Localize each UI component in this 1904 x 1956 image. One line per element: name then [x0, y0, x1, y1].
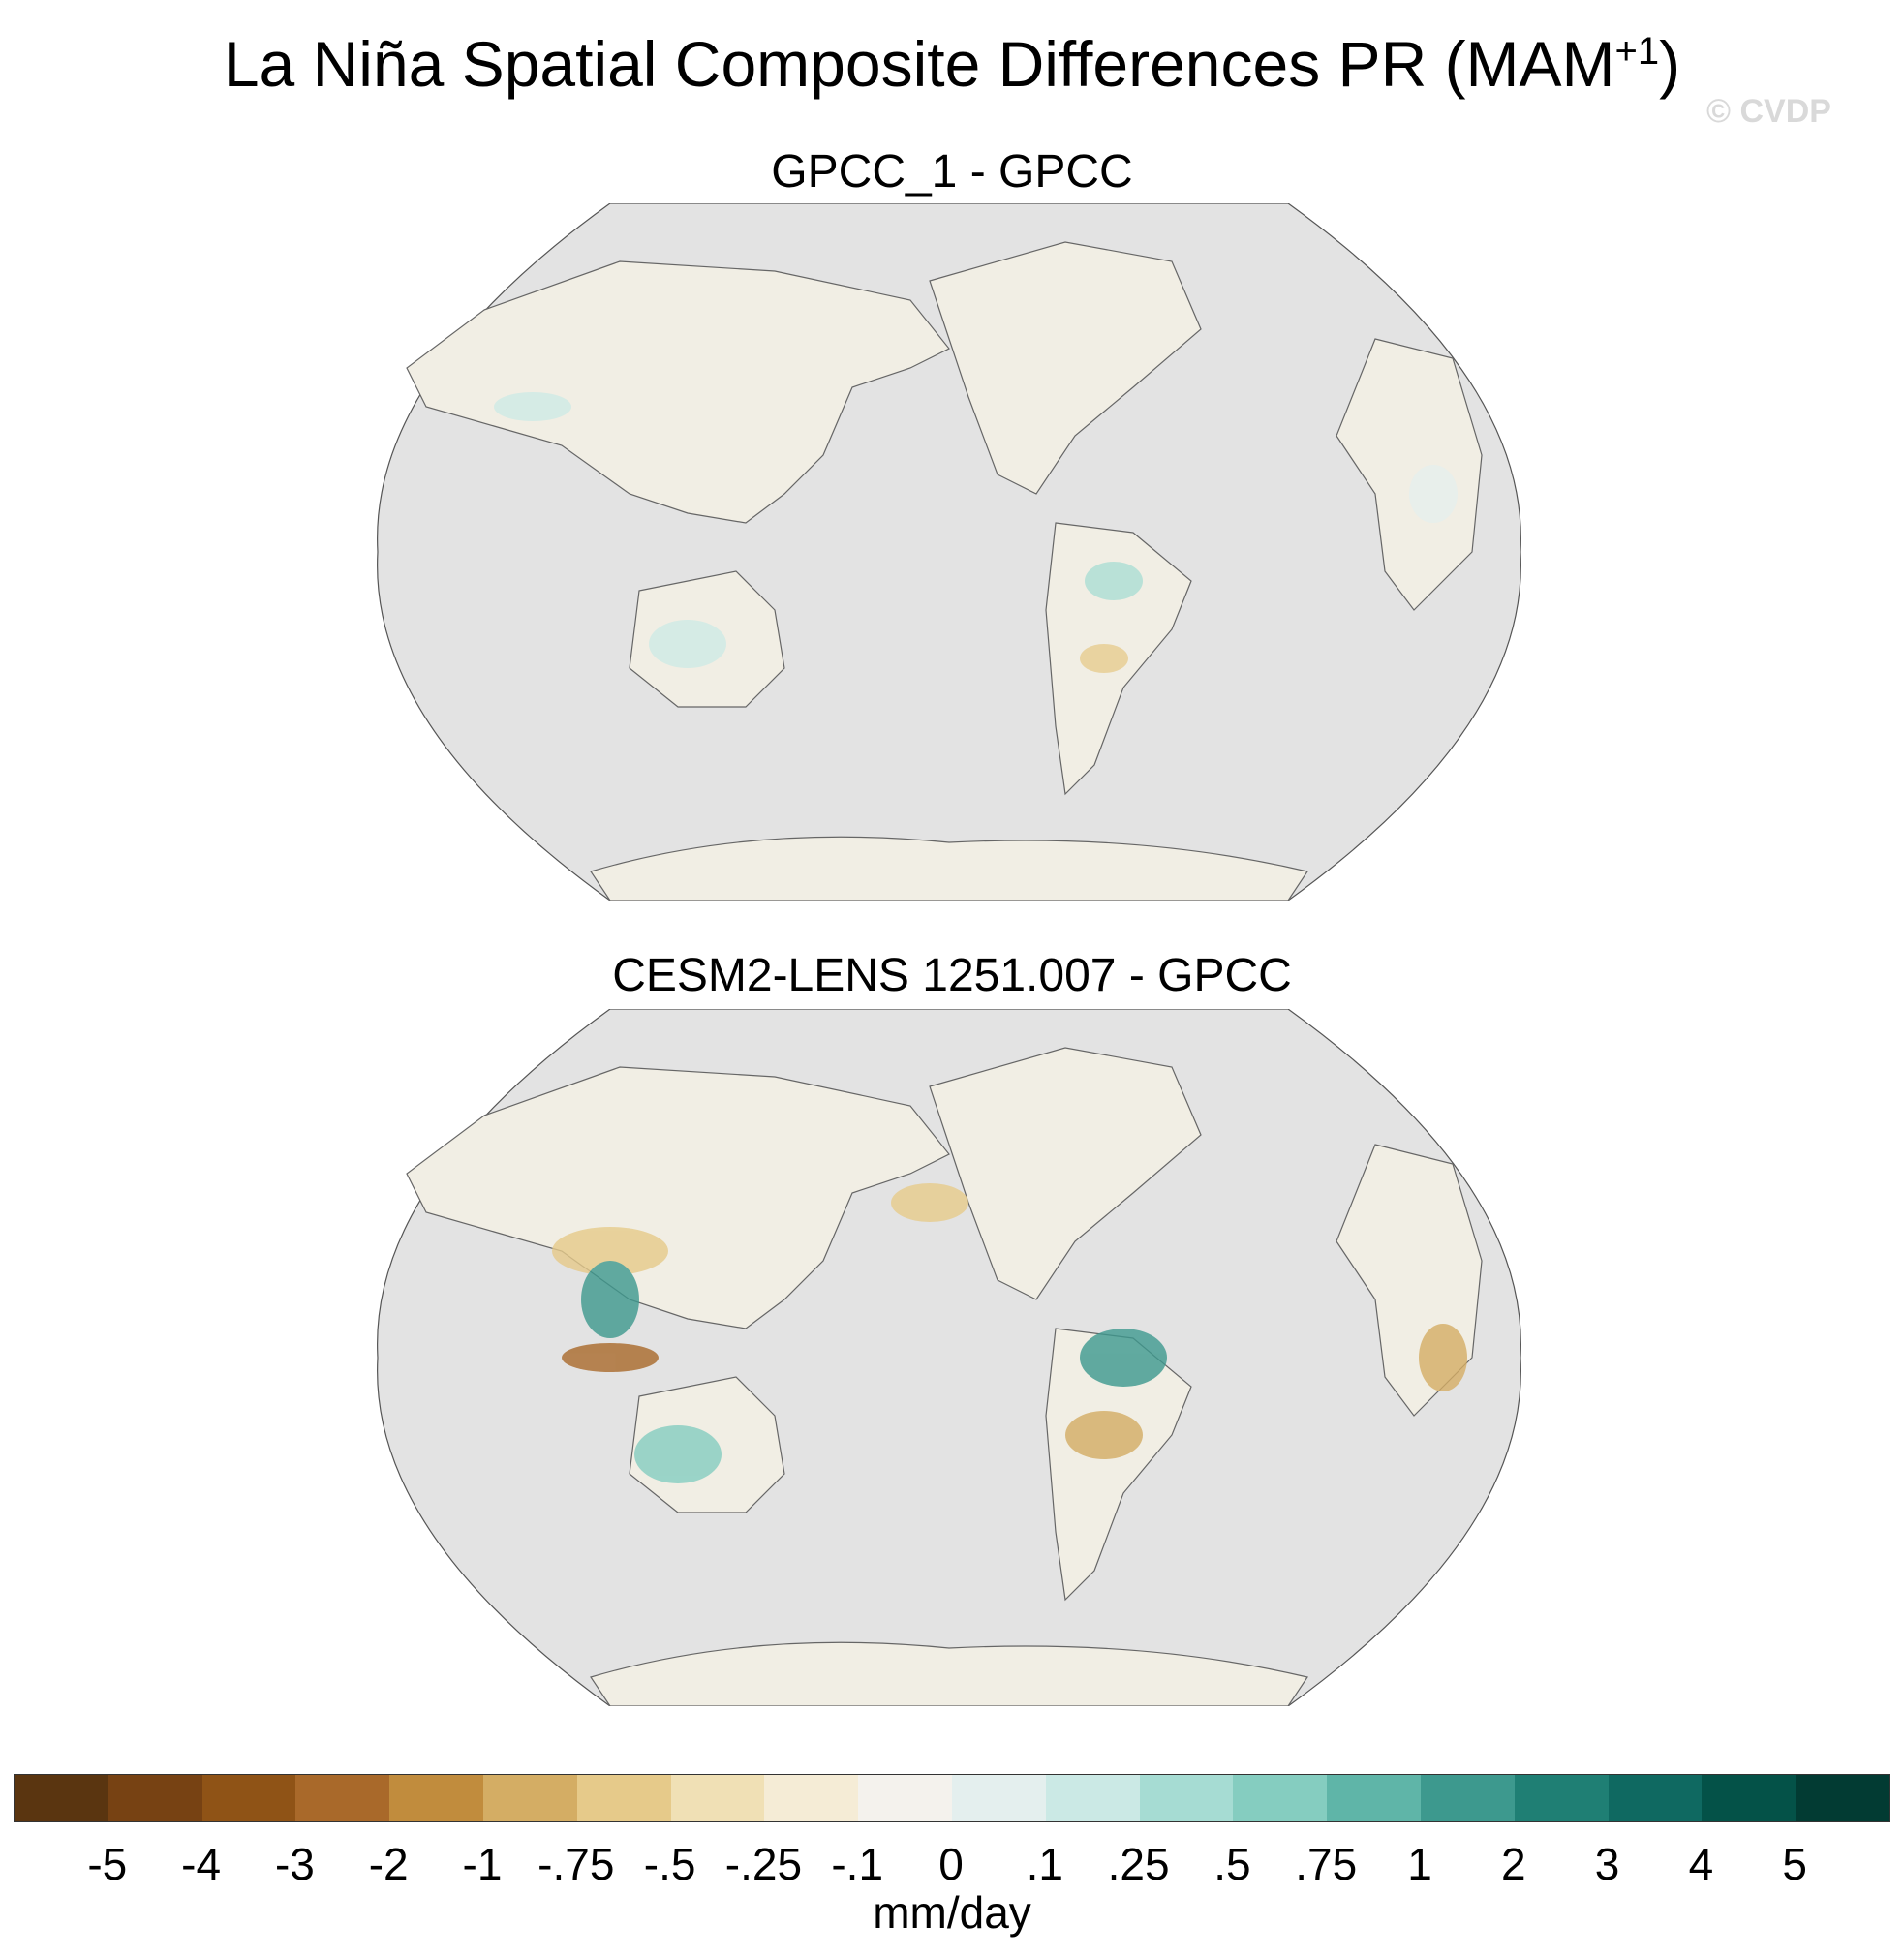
colorbar-swatch	[15, 1775, 108, 1821]
colorbar-swatch	[1420, 1775, 1515, 1821]
colorbar-swatch	[858, 1775, 952, 1821]
colorbar-swatch	[764, 1775, 859, 1821]
anomaly-patch	[1085, 562, 1143, 600]
north-america-shape	[929, 241, 1202, 495]
figure-title: La Niña Spatial Composite Differences PR…	[223, 28, 1681, 100]
colorbar-ticks: -5 -4 -3 -2 -1 -.75 -.5 -.25 -.1 0 .1 .25 .5 .75 1 2 3 4 5	[0, 1838, 1904, 1896]
colorbar-tick-label: .1	[1026, 1839, 1063, 1889]
colorbar-tick-label: 4	[1688, 1839, 1714, 1889]
colorbar-tick-label: -3	[274, 1839, 315, 1889]
colorbar-tick-label: 0	[938, 1839, 964, 1889]
colorbar-tick-label: -.75	[537, 1839, 615, 1889]
colorbar-units: mm/day	[873, 1887, 1031, 1938]
colorbar-tick-label: -.5	[643, 1839, 696, 1889]
map-panel-top	[377, 203, 1521, 901]
anomaly-patch	[891, 1183, 968, 1222]
colorbar-tick-label: 5	[1782, 1839, 1807, 1889]
colorbar-tick-label: 2	[1501, 1839, 1526, 1889]
panel-title-bottom: CESM2-LENS 1251.007 - GPCC	[612, 950, 1292, 1001]
map-panel-bottom	[377, 1009, 1521, 1706]
asia-shape	[406, 1066, 950, 1329]
colorbar-swatch	[1233, 1775, 1328, 1821]
colorbar-swatch	[1514, 1775, 1609, 1821]
panel-title-top: GPCC_1 - GPCC	[771, 146, 1133, 198]
north-america-shape	[929, 1047, 1202, 1300]
anomaly-patches-top	[494, 392, 1458, 673]
colorbar-swatch	[1702, 1775, 1797, 1821]
anomaly-patch	[562, 1343, 659, 1372]
anomaly-patch	[1080, 1329, 1167, 1387]
anomaly-patch	[552, 1227, 668, 1275]
colorbar-tick-label: -5	[87, 1839, 128, 1889]
colorbar-tick-label: -1	[462, 1839, 503, 1889]
anomaly-patch	[494, 392, 571, 421]
colorbar-swatch	[1045, 1775, 1140, 1821]
colorbar-swatch	[1608, 1775, 1703, 1821]
antarctica-shape	[590, 1641, 1308, 1706]
copyright-watermark: © CVDP	[1706, 93, 1831, 130]
colorbar-swatch	[201, 1775, 296, 1821]
anomaly-patch	[1419, 1324, 1467, 1391]
colorbar-tick-label: -2	[368, 1839, 409, 1889]
africa-shape	[1336, 338, 1483, 611]
anomaly-patch	[634, 1425, 722, 1483]
anomaly-patches-bottom	[552, 1183, 1467, 1483]
anomaly-patch	[581, 1261, 639, 1338]
anomaly-patch	[1065, 1411, 1143, 1459]
anomaly-patch	[1409, 465, 1458, 523]
colorbar-tick-label: .5	[1213, 1839, 1251, 1889]
colorbar-swatch	[389, 1775, 483, 1821]
colorbar-tick-label: -.25	[724, 1839, 803, 1889]
colorbar-tick-label: .25	[1107, 1839, 1170, 1889]
colorbar-tick-label: 1	[1407, 1839, 1432, 1889]
colorbar-swatch	[107, 1775, 202, 1821]
colorbar-swatch	[1139, 1775, 1234, 1821]
colorbar-swatch	[482, 1775, 577, 1821]
antarctica-shape	[590, 836, 1308, 901]
colorbar-tick-label: 3	[1594, 1839, 1620, 1889]
colorbar-swatch	[951, 1775, 1046, 1821]
colorbar-swatch	[1796, 1775, 1889, 1821]
colorbar-swatch	[670, 1775, 765, 1821]
colorbar-swatch	[295, 1775, 390, 1821]
colorbar-tick-label: -4	[181, 1839, 222, 1889]
colorbar-tick-label: .75	[1295, 1839, 1358, 1889]
colorbar-swatch	[576, 1775, 671, 1821]
anomaly-patch	[1080, 644, 1128, 673]
colorbar-swatch	[1327, 1775, 1421, 1821]
anomaly-patch	[649, 620, 726, 668]
colorbar	[14, 1774, 1890, 1822]
colorbar-tick-label: -.1	[831, 1839, 884, 1889]
asia-shape	[406, 260, 950, 524]
